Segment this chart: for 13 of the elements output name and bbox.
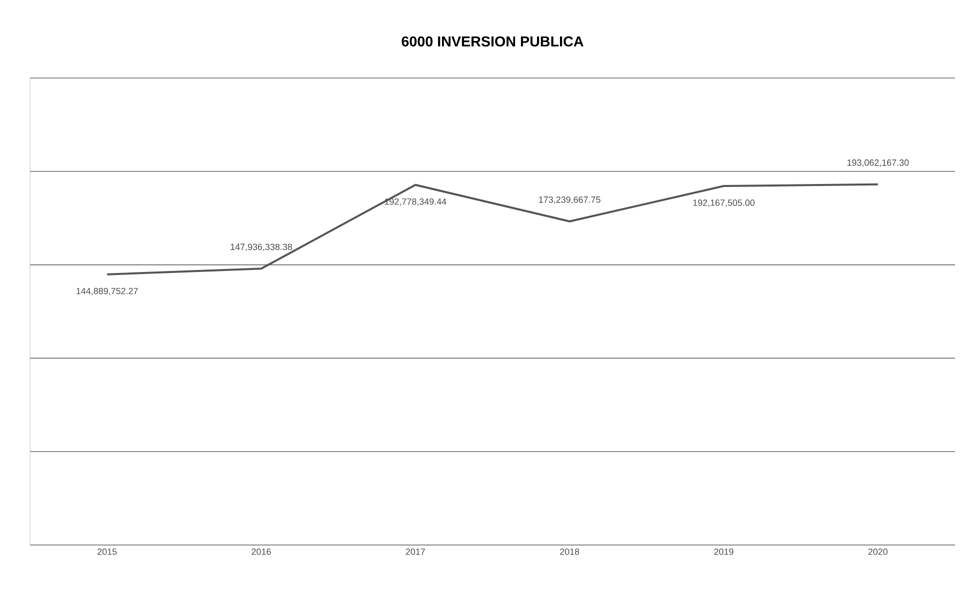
data-label: 144,889,752.27	[76, 288, 138, 296]
data-label: 193,062,167.30	[847, 159, 909, 167]
x-tick-label: 2018	[560, 548, 580, 555]
x-tick-label: 2020	[868, 548, 888, 555]
data-label: 192,167,505.00	[693, 200, 755, 207]
data-label: 173,239,667.75	[539, 196, 600, 204]
x-tick-label: 2017	[406, 548, 425, 555]
data-label: 192,778,349.44	[384, 198, 446, 206]
x-tick-label: 2019	[714, 548, 734, 555]
data-label: 147,936,338.38	[230, 244, 292, 252]
x-tick-label: 2015	[98, 548, 117, 555]
x-tick-label: 2016	[252, 548, 271, 555]
chart-title: 6000 INVERSION PUBLICA	[402, 36, 584, 46]
